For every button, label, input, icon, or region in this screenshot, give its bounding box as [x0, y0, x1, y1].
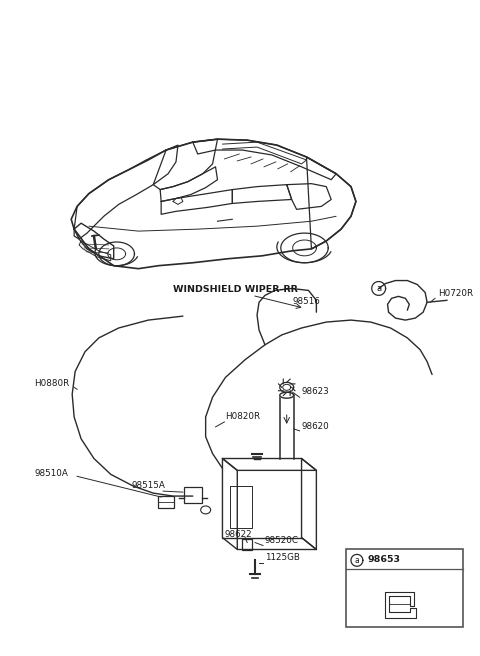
Text: 98622: 98622 — [225, 529, 252, 539]
Text: 98520C: 98520C — [265, 535, 299, 544]
Text: 98515A: 98515A — [132, 481, 166, 490]
Bar — [158, 496, 174, 508]
Text: 98623: 98623 — [301, 387, 329, 396]
Text: WINDSHIELD WIPER-RR: WINDSHIELD WIPER-RR — [173, 285, 298, 295]
Text: 98653: 98653 — [368, 556, 401, 564]
Text: a: a — [355, 556, 360, 565]
Text: H0720R: H0720R — [438, 289, 473, 298]
Text: 98516: 98516 — [293, 297, 320, 306]
Text: 98510A: 98510A — [35, 469, 69, 478]
Bar — [184, 487, 202, 503]
Text: H0880R: H0880R — [35, 379, 70, 388]
Text: 1125GB: 1125GB — [265, 554, 300, 562]
Bar — [346, 550, 463, 626]
Text: H0820R: H0820R — [226, 412, 261, 421]
Text: a: a — [376, 284, 381, 293]
Text: 98620: 98620 — [301, 422, 329, 431]
Ellipse shape — [280, 392, 294, 398]
Bar — [242, 539, 252, 550]
